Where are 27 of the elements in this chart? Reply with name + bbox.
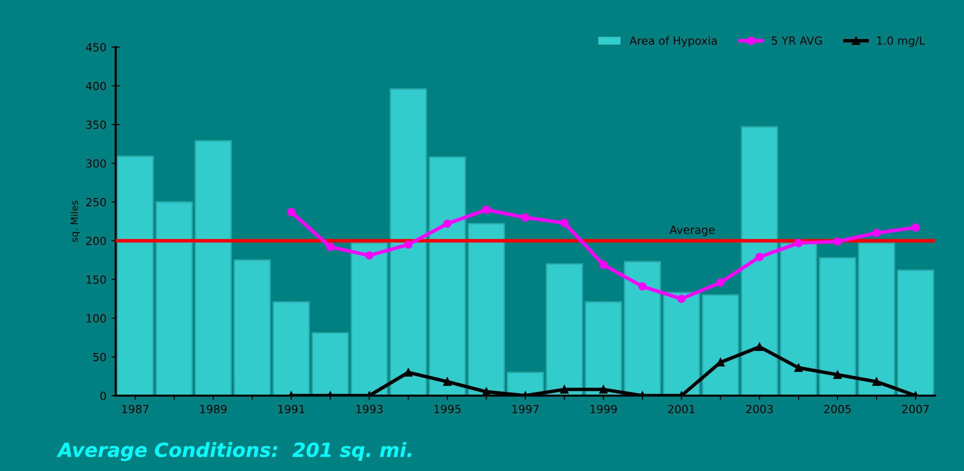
- x-tick-label: 2007: [902, 404, 929, 414]
- x-tick-label: 2001: [668, 404, 695, 414]
- x-tick-label: 1999: [590, 404, 617, 414]
- legend-label: 1.0 mg/L: [877, 36, 926, 47]
- ref-line-label: Average: [670, 226, 715, 236]
- y-tick-label: 250: [86, 198, 106, 206]
- x-tick-label: 2005: [824, 404, 851, 414]
- y-tick-label: 200: [86, 236, 106, 246]
- legend-label: 5 YR AVG: [772, 36, 822, 45]
- y-tick-label: 150: [86, 275, 106, 284]
- x-tick-label: 1997: [512, 404, 539, 414]
- y-tick-label: 50: [93, 352, 106, 362]
- y-tick-label: 350: [86, 120, 106, 129]
- legend-label: Area of Hypoxia: [630, 36, 717, 47]
- y-tick-label: 300: [86, 159, 106, 168]
- y-tick-label: 0: [100, 392, 106, 400]
- y-tick-label: 400: [86, 82, 106, 90]
- x-tick-label: 1991: [278, 404, 304, 414]
- x-tick-label: 1989: [200, 404, 227, 414]
- text: Average Conditions: 201 sq. mi.: [56, 442, 412, 462]
- x-tick-label: 1995: [434, 404, 461, 414]
- x-tick-label: 1987: [122, 404, 148, 414]
- y-axis-title: sq. Miles: [70, 200, 80, 242]
- y-tick-label: 100: [86, 314, 106, 323]
- x-tick-label: 2003: [746, 404, 773, 414]
- y-tick-label: 450: [86, 43, 106, 52]
- x-tick-label: 1993: [356, 404, 383, 414]
